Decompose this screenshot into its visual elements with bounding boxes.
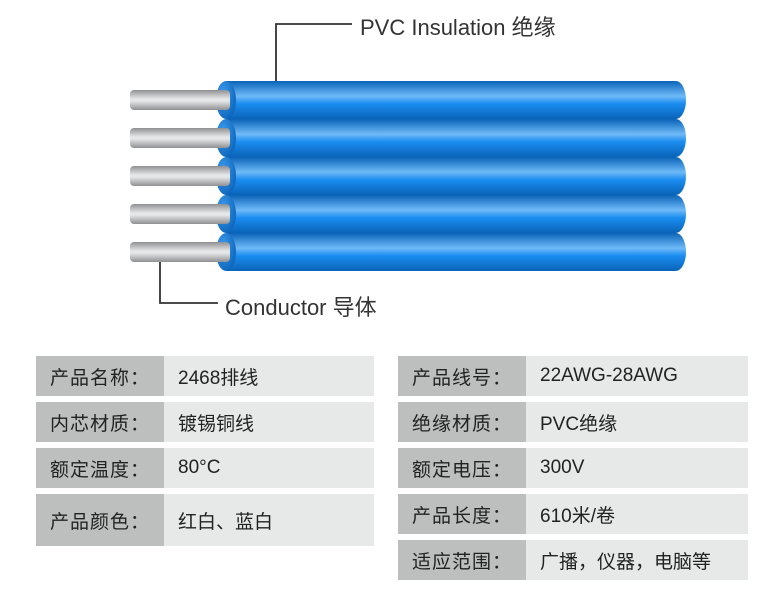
spec-label: 适应范围： [398,540,526,580]
conductor-callout-label: Conductor 导体 [225,290,377,322]
spec-row: 额定电压：300V [398,448,748,488]
spec-row: 产品颜色：红白、蓝白 [36,494,374,546]
spec-label: 产品颜色： [36,494,164,546]
spec-row: 产品线号：22AWG-28AWG [398,356,748,396]
insulation-end [666,119,686,157]
conductor [130,242,230,262]
spec-tables: 产品名称：2468排线内芯材质：镀锡铜线额定温度：80°C产品颜色：红白、蓝白 … [36,356,756,580]
callout-line-insulation [276,24,352,81]
insulation [226,119,676,157]
spec-label: 产品线号： [398,356,526,396]
conductor [130,204,230,224]
spec-label: 额定电压： [398,448,526,488]
spec-label: 产品长度： [398,494,526,534]
insulation-end [666,233,686,271]
callout-line-conductor [160,262,218,303]
insulation-end [666,81,686,119]
insulation [226,157,676,195]
insulation-callout-label: PVC Insulation 绝缘 [360,10,556,42]
conductor [130,128,230,148]
spec-value: 2468排线 [164,356,374,396]
insulation-end [666,195,686,233]
spec-row: 产品长度：610米/卷 [398,494,748,534]
spec-row: 产品名称：2468排线 [36,356,374,396]
cable-svg [0,0,781,340]
conductor [130,166,230,186]
conductor [130,90,230,110]
insulation [226,195,676,233]
spec-row: 内芯材质：镀锡铜线 [36,402,374,442]
spec-label: 额定温度： [36,448,164,488]
insulation [226,81,676,119]
spec-row: 绝缘材质：PVC绝缘 [398,402,748,442]
spec-value: 22AWG-28AWG [526,356,748,396]
spec-label: 产品名称： [36,356,164,396]
spec-label: 绝缘材质： [398,402,526,442]
spec-value: 广播，仪器，电脑等 [526,540,748,580]
spec-row: 适应范围：广播，仪器，电脑等 [398,540,748,580]
spec-value: 红白、蓝白 [164,494,374,546]
insulation [226,233,676,271]
cable-diagram: PVC Insulation 绝缘 Conductor 导体 [0,0,781,340]
spec-value: 610米/卷 [526,494,748,534]
spec-row: 额定温度：80°C [36,448,374,488]
spec-value: 80°C [164,448,374,488]
spec-value: PVC绝缘 [526,402,748,442]
spec-col-left: 产品名称：2468排线内芯材质：镀锡铜线额定温度：80°C产品颜色：红白、蓝白 [36,356,374,580]
spec-col-right: 产品线号：22AWG-28AWG绝缘材质：PVC绝缘额定电压：300V产品长度：… [398,356,748,580]
spec-value: 镀锡铜线 [164,402,374,442]
spec-value: 300V [526,448,748,488]
spec-label: 内芯材质： [36,402,164,442]
insulation-end [666,157,686,195]
